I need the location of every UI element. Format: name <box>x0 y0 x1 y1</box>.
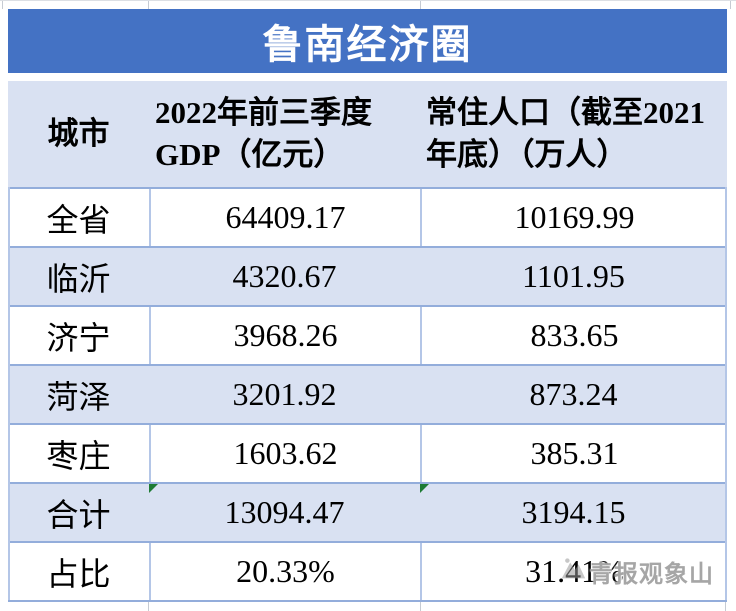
table-row: 菏泽 3201.92 873.24 <box>8 364 727 423</box>
gdp-value: 3201.92 <box>232 376 337 412</box>
gdp-value: 4320.67 <box>232 258 337 294</box>
gdp-value: 1603.62 <box>233 435 338 471</box>
header-city: 城市 <box>47 116 110 151</box>
error-indicator-triangle <box>149 484 158 493</box>
gridline <box>730 1 731 9</box>
gridline <box>420 1 421 9</box>
gridline <box>725 602 726 611</box>
city-cell: 菏泽 <box>8 366 149 423</box>
population-cell: 10169.99 <box>420 189 727 246</box>
gdp-value: 3968.26 <box>233 317 338 353</box>
city-value: 济宁 <box>46 319 111 356</box>
gdp-cell: 20.33% <box>149 543 420 600</box>
gridline <box>2 1 3 9</box>
table-right-border <box>725 187 727 600</box>
city-value: 枣庄 <box>46 437 111 474</box>
table-row: 临沂 4320.67 1101.95 <box>8 246 727 305</box>
city-cell: 济宁 <box>8 307 149 364</box>
header-gdp: 2022年前三季度 GDP（亿元） <box>155 95 372 172</box>
gridline <box>148 1 149 9</box>
population-cell: 3194.15 <box>420 484 727 541</box>
table-row: 全省 64409.17 10169.99 <box>8 187 727 246</box>
gdp-cell: 64409.17 <box>149 189 420 246</box>
table-row: 济宁 3968.26 833.65 <box>8 305 727 364</box>
city-cell: 临沂 <box>8 248 149 305</box>
city-value: 临沂 <box>46 260 111 297</box>
gdp-value: 64409.17 <box>225 199 346 235</box>
city-cell: 枣庄 <box>8 425 149 482</box>
gridline <box>148 602 149 611</box>
population-value: 1101.95 <box>522 258 625 294</box>
table-row-share: 占比 20.33% 31.41% <box>8 541 727 600</box>
population-value: 31.41% <box>525 553 624 589</box>
population-value: 3194.15 <box>521 494 626 530</box>
population-cell: 833.65 <box>420 307 727 364</box>
table-body: 全省 64409.17 10169.99 临沂 4320.67 1101.95 … <box>8 187 727 602</box>
title-header-gap <box>8 73 727 81</box>
population-value: 10169.99 <box>514 199 635 235</box>
city-cell: 合计 <box>8 484 149 541</box>
city-value: 占比 <box>46 555 111 592</box>
gdp-cell: 3201.92 <box>149 366 420 423</box>
gridline <box>420 602 421 611</box>
table-left-border <box>8 187 10 600</box>
city-value: 全省 <box>46 201 111 238</box>
table-title-cell: 鲁南经济圈 <box>8 9 727 73</box>
table-title: 鲁南经济圈 <box>262 22 473 67</box>
population-cell: 385.31 <box>420 425 727 482</box>
population-cell: 31.41% <box>420 543 727 600</box>
bottom-margin-strip <box>0 602 736 611</box>
gdp-value: 20.33% <box>236 553 335 589</box>
population-value: 833.65 <box>530 317 619 353</box>
population-cell: 1101.95 <box>420 248 727 305</box>
population-cell: 873.24 <box>420 366 727 423</box>
gdp-cell: 13094.47 <box>149 484 420 541</box>
error-indicator-triangle <box>420 484 429 493</box>
table-row-total: 合计 13094.47 3194.15 <box>8 482 727 541</box>
city-value: 合计 <box>46 496 111 533</box>
city-cell: 全省 <box>8 189 149 246</box>
table-header-row: 城市 2022年前三季度 GDP（亿元） 常住人口（截至2021 年底）（万人） <box>8 81 727 187</box>
population-value: 873.24 <box>529 376 618 412</box>
gdp-cell: 1603.62 <box>149 425 420 482</box>
population-value: 385.31 <box>530 435 619 471</box>
city-cell: 占比 <box>8 543 149 600</box>
gdp-cell: 3968.26 <box>149 307 420 364</box>
table-row: 枣庄 1603.62 385.31 <box>8 423 727 482</box>
top-margin-strip <box>0 0 736 9</box>
data-table: 鲁南经济圈 城市 2022年前三季度 GDP（亿元） 常住人口（截至2021 年… <box>8 9 727 602</box>
city-value: 菏泽 <box>46 378 111 415</box>
header-population: 常住人口（截至2021 年底）（万人） <box>426 95 705 172</box>
gdp-value: 13094.47 <box>224 494 345 530</box>
gdp-cell: 4320.67 <box>149 248 420 305</box>
